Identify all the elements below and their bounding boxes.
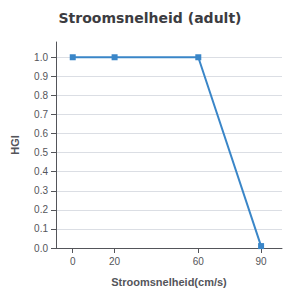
svg-text:0.8: 0.8	[34, 90, 48, 101]
svg-text:1.0: 1.0	[34, 52, 48, 63]
svg-text:0.1: 0.1	[34, 223, 48, 234]
svg-text:HGI: HGI	[9, 135, 21, 155]
svg-text:0: 0	[70, 256, 76, 267]
svg-text:Stroomsnelheid(cm/s): Stroomsnelheid(cm/s)	[111, 276, 227, 288]
svg-text:20: 20	[109, 256, 121, 267]
svg-text:0.2: 0.2	[34, 204, 48, 215]
svg-text:0.4: 0.4	[34, 166, 48, 177]
svg-text:0.9: 0.9	[34, 71, 48, 82]
svg-text:Stroomsnelheid (adult): Stroomsnelheid (adult)	[59, 10, 242, 26]
svg-text:0.5: 0.5	[34, 147, 48, 158]
svg-text:0.6: 0.6	[34, 128, 48, 139]
svg-text:0.3: 0.3	[34, 185, 48, 196]
svg-text:0.0: 0.0	[34, 243, 48, 254]
svg-text:0.7: 0.7	[34, 109, 48, 120]
svg-text:90: 90	[256, 256, 268, 267]
svg-text:60: 60	[193, 256, 205, 267]
